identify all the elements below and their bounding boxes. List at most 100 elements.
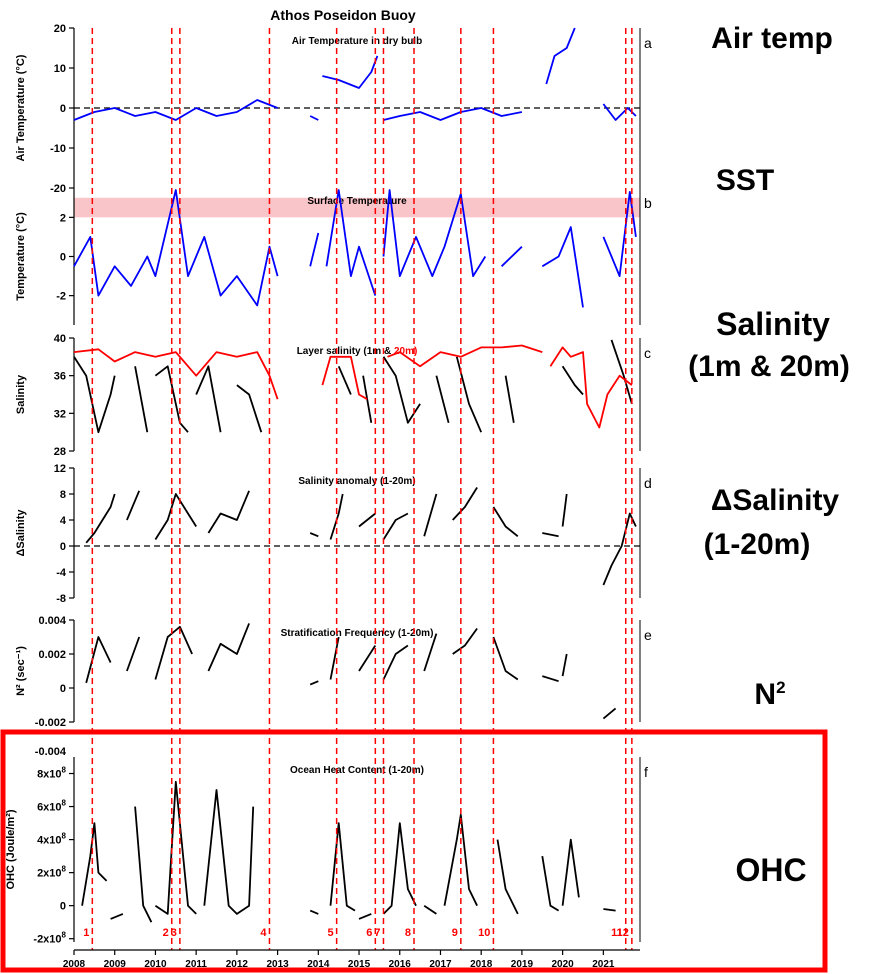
series-1-line: [134, 806, 153, 923]
y-tick-label: 12: [54, 463, 66, 475]
series-1-line: [602, 103, 637, 121]
panel-title: Salinity anomaly (1-20m): [298, 476, 415, 487]
series-1-line: [542, 532, 559, 538]
series-1-line: [561, 838, 580, 906]
x-tick-label: 2017: [429, 959, 452, 970]
x-tick-label: 2013: [266, 959, 289, 970]
series-2-line: [73, 348, 279, 400]
label-salinity: Salinity: [716, 306, 830, 342]
panel-b: 2 0 -2 Temperature (°C) Surface Temperature b: [15, 188, 652, 325]
panel-title: Layer salinity (1m & 20m): [297, 346, 418, 357]
panel-title-red-part: 20m): [394, 346, 417, 357]
series-1-line: [435, 375, 450, 424]
y-tick-label: -2: [56, 291, 66, 303]
y-tick-label: 8: [60, 489, 66, 501]
label-n2: N2: [754, 678, 786, 711]
panel-title: Surface Temperature: [307, 196, 407, 207]
series-1-line: [423, 904, 437, 915]
series-1-line: [382, 189, 487, 277]
panel-letter: d: [644, 475, 652, 491]
highlight-band: [74, 197, 640, 218]
series-1-line: [329, 822, 356, 912]
y-tick-label: 4x108: [37, 832, 66, 847]
y-axis-label: OHC (Joule/m²): [5, 809, 17, 889]
y-tick-label: -0.002: [35, 717, 66, 729]
x-tick-label: 2019: [511, 959, 534, 970]
y-tick-label: -20: [50, 183, 66, 195]
series-1-line: [309, 232, 320, 267]
series-1-line: [602, 707, 617, 720]
series-1-line: [309, 680, 319, 686]
panel-letter: c: [644, 345, 651, 361]
y-tick-label: 40: [54, 333, 66, 345]
series-1-line: [362, 375, 373, 423]
series-1-line: [126, 636, 141, 672]
series-1-line: [329, 493, 344, 540]
label-ohc: OHC: [735, 852, 807, 888]
series-1-line: [602, 512, 637, 586]
series-1-line: [358, 913, 372, 920]
y-tick-exponent: 8: [62, 865, 67, 874]
series-1-line: [542, 675, 559, 683]
event-label: 10: [478, 927, 490, 939]
y-tick-label: -8: [56, 593, 66, 605]
series-1-line: [561, 493, 568, 527]
y-tick-label: 4: [60, 515, 67, 527]
label-delta-salinity: ΔSalinity: [710, 484, 840, 517]
series-1-line: [358, 645, 377, 672]
panel-a: 20 10 0 -10 -20 Air Temperature (°C) Air Tempe…: [15, 23, 652, 195]
series-1-line: [329, 636, 340, 680]
event-label: 1: [83, 927, 89, 939]
x-tick-label: 2018: [470, 959, 493, 970]
series-1-line: [73, 189, 279, 307]
series-1-line: [492, 636, 519, 681]
series-1-line: [134, 366, 149, 433]
label-air-temp: Air temp: [711, 22, 833, 55]
series-1-line: [85, 636, 112, 684]
series-1-line: [195, 365, 222, 433]
event-label: 7: [374, 927, 380, 939]
event-label: 11: [611, 927, 623, 939]
x-tick-label: 2016: [389, 959, 412, 970]
event-label: 2: [163, 927, 169, 939]
y-axis-label: N² (sec⁻¹): [15, 646, 27, 696]
y-tick-label: 36: [54, 371, 66, 383]
series-1-line: [309, 909, 319, 915]
y-tick-label: 28: [54, 446, 66, 458]
panel-title: Stratification Frequency (1-20m): [281, 628, 434, 639]
series-1-line: [207, 623, 250, 672]
series-1-line: [309, 532, 319, 538]
event-label: 12: [617, 927, 629, 939]
series-1-line: [443, 813, 478, 907]
label-sst: SST: [715, 164, 775, 197]
y-tick-exponent: 8: [62, 832, 67, 841]
x-tick-label: 2011: [185, 959, 207, 970]
series-1-line: [603, 908, 616, 912]
y-tick-label: 0.004: [38, 615, 66, 627]
y-tick-label: 0.002: [38, 649, 66, 661]
series-1-line: [81, 822, 108, 906]
panel-title: Air Temperature in dry bulb: [292, 36, 422, 47]
series-1-line: [610, 339, 633, 405]
series-1-line: [423, 493, 438, 537]
series-1-line: [110, 913, 124, 920]
series-2-line: [387, 344, 543, 368]
label-salinity-depths: (1m & 20m): [688, 350, 850, 383]
ohc-highlight-box: [0, 729, 828, 973]
y-tick-label: -2x108: [33, 931, 66, 946]
panel-e: 0.004 0.002 0 -0.002 N² (sec⁻¹) Stratificatio…: [15, 615, 652, 729]
panel-letter: f: [644, 764, 648, 780]
series-1-line: [325, 189, 377, 296]
y-tick-label: 0: [60, 541, 66, 553]
y-tick-label: 6x108: [37, 799, 66, 814]
label-delta-salinity-depths: (1-20m): [703, 528, 811, 561]
x-tick-label: 2015: [348, 959, 371, 970]
y-tick-label: 32: [54, 408, 66, 420]
y-tick-exponent: 8: [62, 799, 67, 808]
y-tick-label: 0: [60, 252, 66, 264]
y-tick-label: -10: [50, 143, 66, 155]
series-1-line: [452, 627, 478, 655]
y-axis-label: Salinity: [15, 374, 27, 414]
y-tick-label: 0: [60, 683, 66, 695]
